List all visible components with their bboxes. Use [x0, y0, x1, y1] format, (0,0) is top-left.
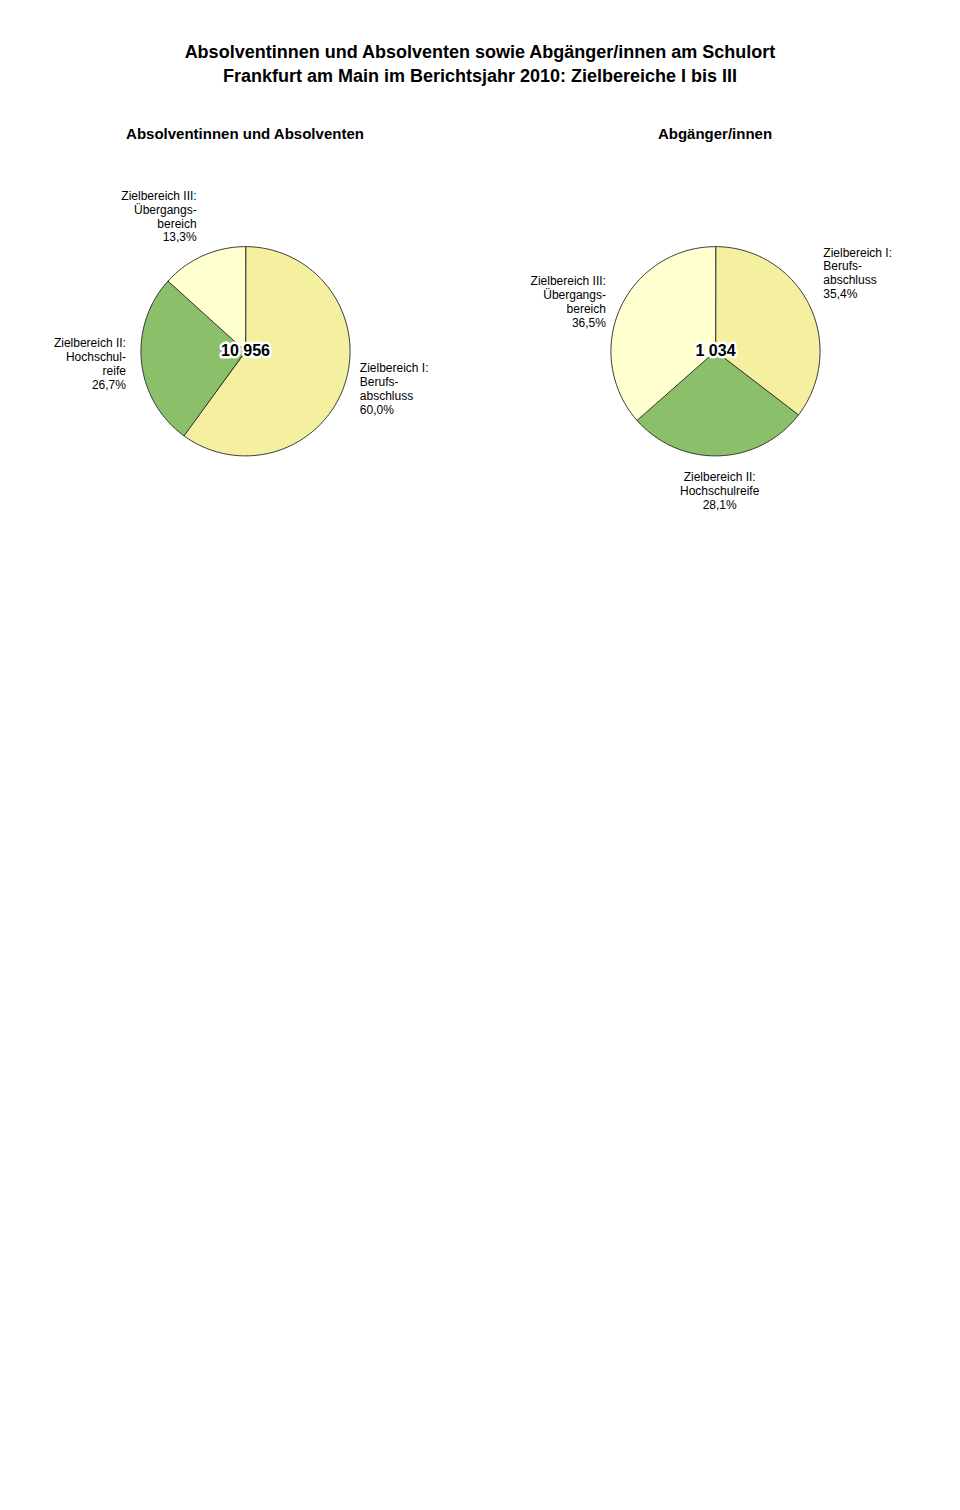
html-text:Abgänger/innen: Abgänger/innen — [657, 124, 773, 142]
html-text:Absolventinnen und Absolventen: Absolventinnen und Absolventen — [126, 124, 364, 142]
html-text:Absolventinnen und Absolventen: Absolventinnen und Absolventen sowie Abg… — [184, 42, 776, 87]
svg-text:Zielbereich II:Hochschul-reife: Zielbereich II:Hochschul-reife26,7% — [54, 336, 126, 391]
svg-text:Zielbereich I:Berufs-abschluss: Zielbereich I:Berufs-abschluss60,0% — [360, 361, 429, 416]
svg-text:Zielbereich II:Hochschulreife2: Zielbereich II:Hochschulreife28,1% — [680, 470, 760, 512]
svg-text:1 034: 1 034 — [695, 342, 735, 359]
svg-text:Zielbereich III:Übergangs-bere: Zielbereich III:Übergangs-bereich13,3% — [121, 189, 197, 244]
svg-text:Zielbereich I:Berufs-abschluss: Zielbereich I:Berufs-abschluss35,4% — [823, 245, 892, 300]
svg-text:10 956: 10 956 — [221, 342, 270, 359]
svg-text:Zielbereich III:Übergangs-bere: Zielbereich III:Übergangs-bereich36,5% — [531, 274, 607, 329]
